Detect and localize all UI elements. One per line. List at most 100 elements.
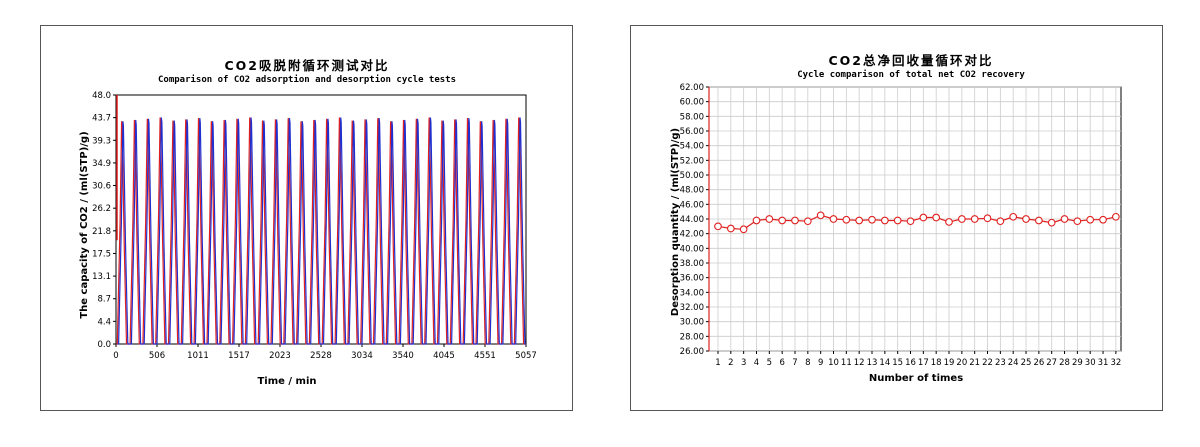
data-point	[829, 215, 838, 223]
data-point	[906, 217, 915, 226]
y-tick-label: 46.00	[680, 200, 704, 210]
x-tick-label: 0	[113, 351, 118, 361]
x-tick-label: 8	[805, 358, 810, 368]
y-tick-label: 21.8	[92, 227, 111, 237]
x-tick-label: 30	[1085, 358, 1096, 368]
x-tick-label: 6	[779, 358, 784, 368]
x-tick-label: 1011	[187, 351, 209, 361]
y-tick-label: 28.00	[680, 332, 704, 342]
chart-subtitle: Comparison of CO2 adsorption and desorpt…	[158, 74, 456, 85]
y-axis-label: The capacity of CO2 / (ml(STP)/g)	[79, 131, 90, 318]
y-tick-label: 43.7	[92, 114, 111, 124]
x-tick-label: 27	[1046, 358, 1057, 368]
x-tick-label: 1517	[228, 351, 250, 361]
x-tick-label: 3034	[351, 351, 373, 361]
x-tick-label: 14	[879, 358, 890, 368]
data-point	[1035, 216, 1043, 225]
x-tick-label: 22	[982, 358, 993, 368]
adsorption-desorption-chart-panel: CO2吸脱附循环测试对比 Comparison of CO2 adsorptio…	[40, 25, 573, 411]
x-tick-label: 21	[969, 358, 980, 368]
x-tick-label: 12	[854, 358, 865, 368]
y-tick-label: 42.00	[680, 230, 704, 240]
net-recovery-chart-panel: CO2总净回收量循环对比 Cycle comparison of total n…	[630, 25, 1163, 411]
y-tick-label: 50.00	[680, 171, 704, 181]
data-point	[842, 215, 851, 224]
x-tick-label: 5057	[515, 351, 537, 361]
data-point	[855, 216, 864, 225]
x-tick-label: 31	[1098, 358, 1109, 368]
x-tick-label: 24	[1008, 358, 1019, 368]
chart-title: CO2总净回收量循环对比	[829, 53, 994, 68]
y-tick-label: 60.00	[680, 98, 704, 108]
y-tick-label: 30.00	[680, 318, 704, 328]
chart-subtitle: Cycle comparison of total net CO2 recove…	[797, 69, 1025, 80]
x-tick-label: 19	[944, 358, 955, 368]
data-point	[714, 222, 722, 231]
data-point	[1022, 215, 1030, 223]
x-tick-label: 1	[715, 358, 720, 368]
y-axis-label: Desorption quantity / (ml(STP)/g)	[670, 128, 681, 316]
x-tick-label: 2023	[269, 351, 291, 361]
y-tick-label: 40.00	[680, 244, 704, 254]
y-tick-label: 48.0	[92, 91, 111, 101]
x-axis-label: Number of times	[869, 373, 963, 384]
y-tick-label: 17.5	[92, 249, 111, 259]
data-point	[1086, 215, 1095, 224]
y-tick-label: 26.00	[680, 347, 704, 357]
data-point	[752, 216, 761, 225]
x-tick-label: 26	[1033, 358, 1044, 368]
x-tick-label: 20	[956, 358, 967, 368]
y-tick-label: 30.6	[92, 182, 111, 192]
data-point	[970, 215, 979, 223]
y-tick-label: 4.4	[97, 317, 111, 327]
data-point	[893, 216, 902, 225]
x-tick-label: 2	[728, 358, 733, 368]
data-point	[983, 214, 992, 223]
y-tick-label: 38.00	[680, 259, 704, 269]
x-tick-label: 16	[905, 358, 916, 368]
x-tick-label: 5	[767, 358, 772, 368]
x-tick-label: 4	[754, 358, 759, 368]
y-tick-label: 56.00	[680, 127, 704, 137]
series-line	[117, 117, 526, 345]
y-tick-label: 0.0	[97, 340, 111, 350]
data-point	[868, 215, 876, 224]
x-axis-label: Time / min	[257, 376, 316, 387]
data-point	[803, 217, 812, 226]
data-point	[945, 218, 953, 226]
data-point	[1099, 215, 1107, 224]
data-point	[957, 215, 966, 223]
x-tick-label: 4551	[474, 351, 496, 361]
y-tick-label: 13.1	[92, 272, 111, 282]
x-tick-label: 17	[918, 358, 929, 368]
x-tick-label: 28	[1059, 358, 1070, 368]
data-point	[1073, 217, 1082, 226]
data-point	[765, 215, 774, 223]
x-tick-label: 506	[149, 351, 165, 361]
data-point	[1060, 215, 1069, 223]
data-point	[778, 216, 787, 225]
x-tick-label: 3540	[392, 351, 414, 361]
y-tick-label: 54.00	[680, 142, 704, 152]
y-tick-label: 39.3	[92, 136, 111, 146]
x-tick-label: 29	[1072, 358, 1083, 368]
x-tick-label: 2528	[310, 351, 332, 361]
chart-title: CO2吸脱附循环测试对比	[225, 58, 390, 73]
data-point	[816, 211, 825, 220]
x-tick-label: 10	[828, 358, 839, 368]
y-tick-label: 32.00	[680, 303, 704, 313]
data-point	[1047, 218, 1056, 227]
y-tick-label: 34.00	[680, 288, 704, 298]
data-point	[996, 217, 1005, 226]
y-tick-label: 26.2	[92, 204, 111, 214]
x-tick-label: 7	[792, 358, 797, 368]
y-tick-label: 36.00	[680, 274, 704, 284]
y-tick-label: 62.00	[680, 83, 704, 93]
y-tick-label: 8.7	[97, 295, 111, 305]
y-tick-label: 34.9	[92, 159, 111, 169]
y-tick-label: 44.00	[680, 215, 704, 225]
data-point	[932, 213, 941, 222]
adsorption-desorption-chart: CO2吸脱附循环测试对比 Comparison of CO2 adsorptio…	[79, 58, 537, 387]
data-point	[1112, 212, 1120, 221]
data-point	[919, 213, 928, 222]
